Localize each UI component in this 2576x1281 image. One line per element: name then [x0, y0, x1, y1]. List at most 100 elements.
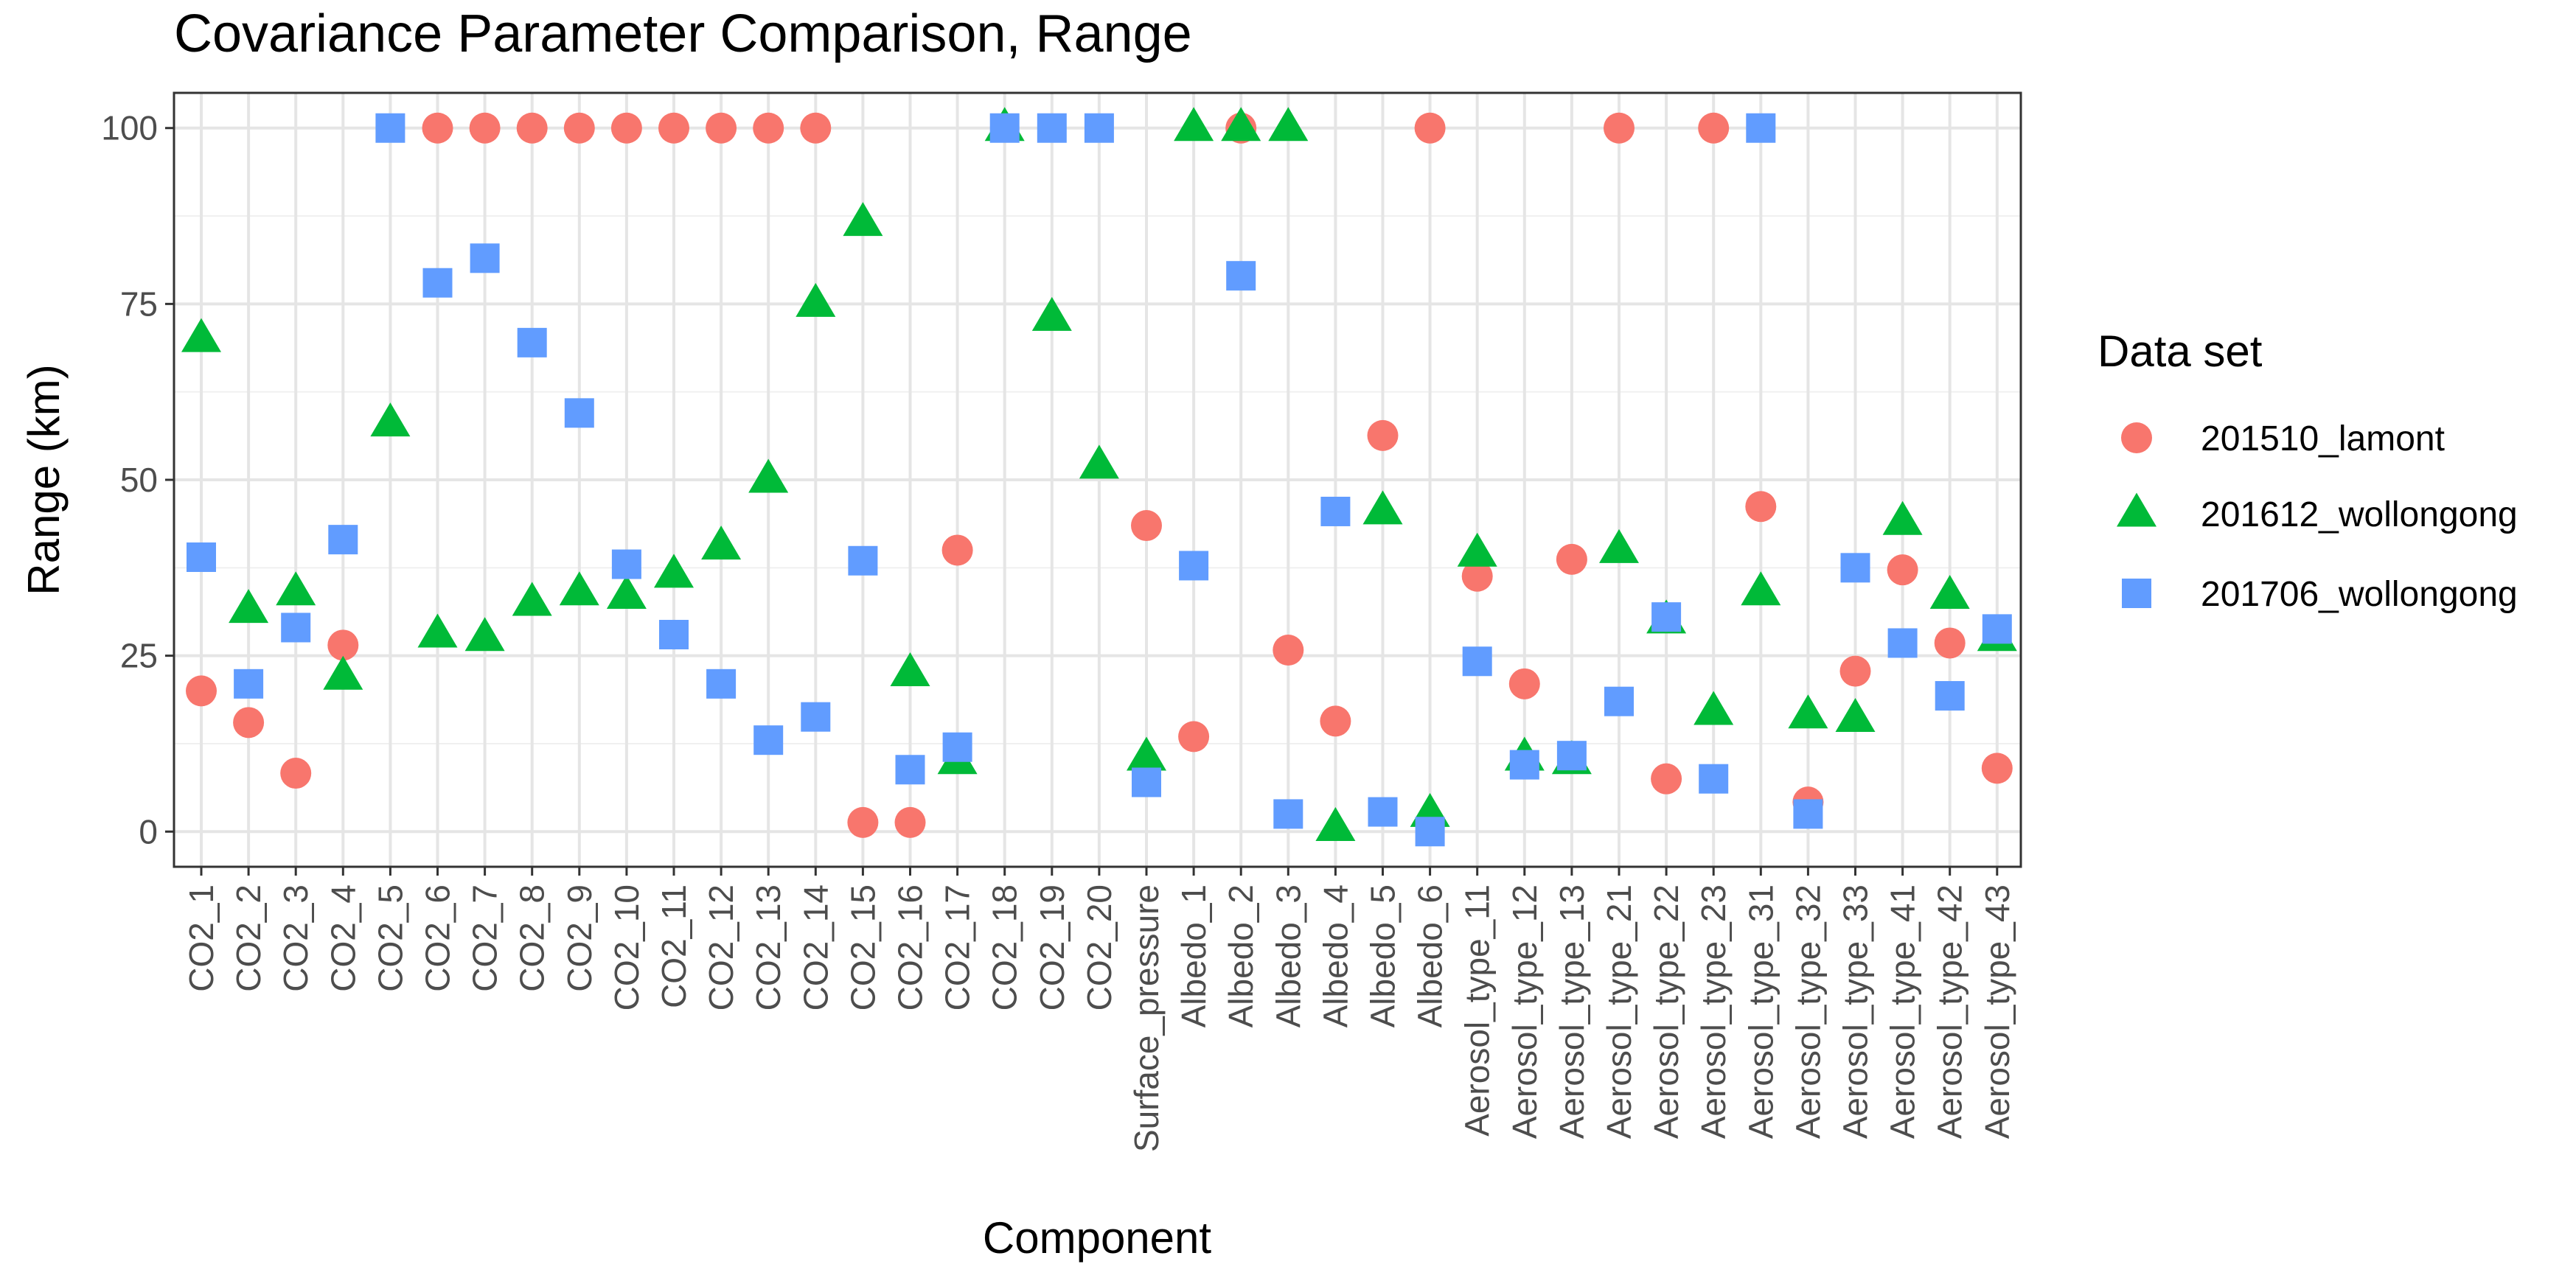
- x-tick-label: Albedo_6: [1411, 884, 1449, 1027]
- y-tick-label: 100: [101, 109, 158, 147]
- x-axis-title: Component: [983, 1213, 1212, 1263]
- point-201510_lamont: [1273, 635, 1304, 666]
- point-201612_wollongong: [1174, 107, 1214, 142]
- point-201510_lamont: [1934, 627, 1966, 659]
- point-201612_wollongong: [1315, 806, 1356, 841]
- x-tick-label: Aerosol_type_41: [1884, 884, 1922, 1139]
- point-201706_wollongong: [1132, 767, 1161, 797]
- x-tick-label: CO2_3: [276, 884, 315, 992]
- point-201510_lamont: [610, 112, 642, 144]
- point-201510_lamont: [469, 112, 501, 144]
- point-201612_wollongong: [796, 282, 836, 317]
- point-201510_lamont: [658, 112, 689, 144]
- point-201612_wollongong: [1882, 500, 1923, 535]
- point-201706_wollongong: [470, 243, 500, 273]
- x-tick-label: CO2_19: [1033, 884, 1071, 1011]
- legend-key-201706_wollongong: [2122, 579, 2151, 608]
- point-201612_wollongong: [323, 655, 363, 690]
- point-201706_wollongong: [706, 669, 737, 699]
- x-tick-label: CO2_17: [939, 884, 977, 1011]
- point-201612_wollongong: [559, 571, 599, 606]
- x-tick-label: CO2_20: [1080, 884, 1118, 1011]
- x-tick-label: CO2_1: [182, 884, 220, 992]
- x-tick-label: CO2_12: [702, 884, 740, 1011]
- point-201706_wollongong: [801, 702, 831, 732]
- point-201510_lamont: [233, 707, 265, 739]
- plot-panel-border: [173, 91, 2022, 868]
- x-tick-label: CO2_8: [513, 884, 551, 992]
- point-201510_lamont: [1839, 655, 1871, 687]
- x-tick-label: Surface_pressure: [1127, 884, 1166, 1152]
- x-tick-label: Aerosol_type_32: [1789, 884, 1827, 1139]
- point-201510_lamont: [1556, 543, 1587, 575]
- y-tick-label: 25: [120, 637, 158, 675]
- x-tick-label: Aerosol_type_22: [1647, 884, 1685, 1139]
- point-201706_wollongong: [234, 669, 264, 699]
- point-201510_lamont: [941, 534, 973, 566]
- x-tick-label: CO2_14: [796, 884, 835, 1011]
- point-201510_lamont: [186, 675, 217, 707]
- x-tick-label: Aerosol_type_11: [1458, 884, 1497, 1137]
- point-201706_wollongong: [187, 542, 216, 572]
- point-201612_wollongong: [1457, 532, 1497, 567]
- point-201612_wollongong: [512, 582, 552, 616]
- point-201706_wollongong: [1226, 261, 1256, 291]
- x-tick-label: CO2_16: [891, 884, 930, 1011]
- y-axis-title: Range (km): [19, 364, 69, 595]
- point-201612_wollongong: [1268, 107, 1309, 142]
- legend: Data set 201510_lamont201612_wollongong2…: [2098, 327, 2518, 614]
- point-201612_wollongong: [370, 402, 411, 437]
- point-201706_wollongong: [1793, 799, 1823, 829]
- point-201612_wollongong: [1741, 571, 1781, 606]
- point-201612_wollongong: [181, 318, 221, 352]
- point-201510_lamont: [706, 112, 737, 144]
- x-tick-label: CO2_11: [655, 884, 693, 1008]
- point-201706_wollongong: [1415, 817, 1445, 847]
- point-201510_lamont: [1414, 112, 1446, 144]
- point-201706_wollongong: [1368, 797, 1398, 827]
- x-tick-label: CO2_9: [560, 884, 599, 992]
- point-201510_lamont: [1651, 763, 1682, 795]
- point-201706_wollongong: [517, 327, 547, 357]
- point-201510_lamont: [1745, 491, 1777, 523]
- x-tick-label: Aerosol_type_43: [1978, 884, 2016, 1139]
- point-201612_wollongong: [229, 589, 269, 624]
- point-201510_lamont: [1887, 554, 1918, 586]
- point-201706_wollongong: [1840, 553, 1870, 583]
- x-tick-label: Aerosol_type_31: [1741, 884, 1780, 1139]
- point-201706_wollongong: [1509, 750, 1539, 780]
- point-201510_lamont: [800, 112, 832, 144]
- x-tick-label: CO2_18: [986, 884, 1024, 1011]
- x-tick-label: CO2_5: [371, 884, 409, 992]
- y-axis-ticks: 0 25 50 75 100: [101, 109, 174, 851]
- point-201706_wollongong: [375, 113, 405, 143]
- point-201706_wollongong: [753, 725, 784, 755]
- point-201706_wollongong: [1179, 551, 1209, 581]
- legend-items: 201510_lamont 201612_wollongong 201706_wol…: [2117, 419, 2518, 614]
- point-201612_wollongong: [843, 202, 883, 237]
- point-201706_wollongong: [611, 549, 641, 579]
- x-tick-label: CO2_4: [324, 884, 362, 992]
- point-201612_wollongong: [1693, 691, 1734, 725]
- legend-label: 201510_lamont: [2201, 419, 2445, 458]
- y-tick-label: 0: [139, 812, 158, 851]
- x-tick-label: Albedo_5: [1364, 884, 1402, 1027]
- point-201706_wollongong: [1037, 113, 1067, 143]
- point-201706_wollongong: [1273, 799, 1303, 829]
- x-tick-label: Aerosol_type_12: [1505, 884, 1544, 1139]
- point-201510_lamont: [1178, 721, 1210, 753]
- point-201510_lamont: [1367, 419, 1399, 451]
- x-tick-label: Albedo_1: [1174, 884, 1213, 1027]
- point-201510_lamont: [753, 112, 784, 144]
- x-axis-ticks: CO2_1 CO2_2 CO2_3 CO2_4 CO2_5 CO2_6 CO2_7 CO2_8…: [182, 867, 2016, 1152]
- x-tick-label: Albedo_2: [1222, 884, 1260, 1027]
- y-tick-label: 75: [120, 285, 158, 323]
- point-201706_wollongong: [1699, 764, 1729, 794]
- point-201510_lamont: [422, 112, 453, 144]
- point-201612_wollongong: [701, 526, 742, 560]
- point-201612_wollongong: [464, 617, 505, 652]
- point-201510_lamont: [894, 806, 926, 838]
- point-201510_lamont: [1604, 112, 1635, 144]
- point-201612_wollongong: [1362, 490, 1403, 525]
- point-201510_lamont: [1508, 668, 1540, 699]
